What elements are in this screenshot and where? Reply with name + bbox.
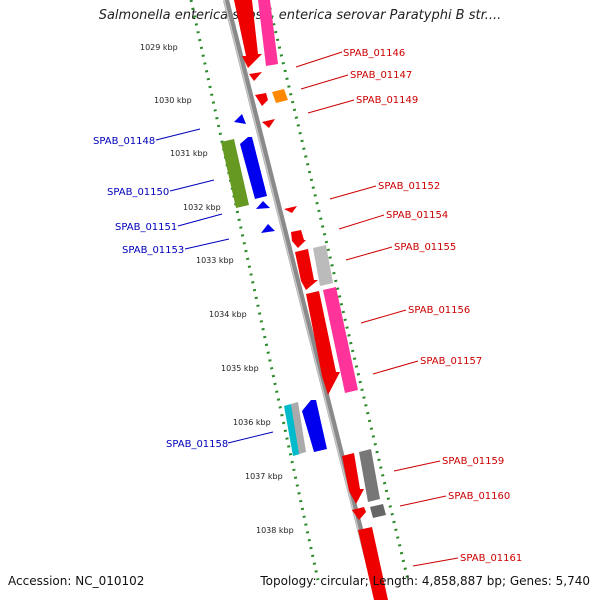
tick-label: 1030 kbp <box>154 96 192 105</box>
gene-label[interactable]: SPAB_01146 <box>343 48 405 59</box>
gene-arrow[interactable] <box>258 0 278 66</box>
backbone-highlight <box>223 0 377 600</box>
gene-arrow[interactable] <box>284 206 297 213</box>
gene-label[interactable]: SPAB_01150 <box>107 187 169 198</box>
backbone <box>223 0 381 600</box>
gene-label[interactable]: SPAB_01155 <box>394 242 456 253</box>
reverse-strand-genes <box>221 114 327 456</box>
tick-label: 1032 kbp <box>183 203 221 212</box>
tick-label: 1038 kbp <box>256 526 294 535</box>
gene-arrow[interactable] <box>306 291 340 395</box>
gene-arrow[interactable] <box>255 93 268 106</box>
gene-label[interactable]: SPAB_01156 <box>408 305 470 316</box>
gene-label[interactable]: SPAB_01152 <box>378 181 440 192</box>
gene-label[interactable]: SPAB_01159 <box>442 456 504 467</box>
gene-label[interactable]: SPAB_01160 <box>448 491 510 502</box>
tick-label: 1033 kbp <box>196 256 234 265</box>
gene-label[interactable]: SPAB_01154 <box>386 210 448 221</box>
gene-arrow[interactable] <box>323 287 358 393</box>
tick-label: 1037 kbp <box>245 472 283 481</box>
forward-strand-genes <box>234 0 388 600</box>
genome-info-text: Topology: circular; Length: 4,858,887 bp… <box>260 574 590 588</box>
tick-label: 1036 kbp <box>233 418 271 427</box>
gene-arrow[interactable] <box>291 230 306 248</box>
gene-label[interactable]: SPAB_01148 <box>93 136 155 147</box>
gene-arrow[interactable] <box>352 507 366 520</box>
gene-arrow[interactable] <box>221 139 249 208</box>
tick-label: 1029 kbp <box>140 43 178 52</box>
gene-label[interactable]: SPAB_01149 <box>356 95 418 106</box>
gene-arrow[interactable] <box>342 453 364 504</box>
forward-leaders <box>295 51 459 567</box>
gene-arrow[interactable] <box>359 449 380 502</box>
gene-arrow[interactable] <box>249 72 262 81</box>
gene-arrow[interactable] <box>313 245 333 286</box>
gene-arrow[interactable] <box>262 119 275 128</box>
gene-label[interactable]: SPAB_01157 <box>420 356 482 367</box>
forward-gene-labels: SPAB_01146 SPAB_01147 SPAB_01149 SPAB_01… <box>343 48 522 564</box>
gene-arrow[interactable] <box>284 404 300 456</box>
gene-arrow[interactable] <box>240 137 267 199</box>
gene-arrow[interactable] <box>256 201 270 209</box>
gene-arrow[interactable] <box>302 400 327 452</box>
tick-labels: 1029 kbp 1030 kbp 1031 kbp 1032 kbp 1033… <box>140 43 294 535</box>
gene-arrow[interactable] <box>272 89 288 103</box>
tick-label: 1034 kbp <box>209 310 247 319</box>
reverse-gene-labels: SPAB_01148 SPAB_01150 SPAB_01151 SPAB_01… <box>93 136 228 450</box>
gene-arrow[interactable] <box>291 402 306 454</box>
inner-tick-track <box>189 0 320 581</box>
gene-arrow[interactable] <box>234 0 262 68</box>
gene-label[interactable]: SPAB_01151 <box>115 222 177 233</box>
reverse-leaders <box>155 128 274 444</box>
outer-tick-track <box>266 0 410 581</box>
gene-arrow[interactable] <box>234 114 246 124</box>
gene-label[interactable]: SPAB_01161 <box>460 553 522 564</box>
gene-label[interactable]: SPAB_01158 <box>166 439 228 450</box>
gene-arrow[interactable] <box>261 224 275 233</box>
tick-label: 1031 kbp <box>170 149 208 158</box>
tick-label: 1035 kbp <box>221 364 259 373</box>
gene-arrow[interactable] <box>370 504 386 518</box>
gene-label[interactable]: SPAB_01153 <box>122 245 184 256</box>
gene-arrow[interactable] <box>295 249 318 290</box>
gene-label[interactable]: SPAB_01147 <box>350 70 412 81</box>
map-title: Salmonella enterica subsp. enterica sero… <box>98 8 502 23</box>
gene-arrow[interactable] <box>358 527 388 600</box>
accession-text: Accession: NC_010102 <box>8 574 145 588</box>
